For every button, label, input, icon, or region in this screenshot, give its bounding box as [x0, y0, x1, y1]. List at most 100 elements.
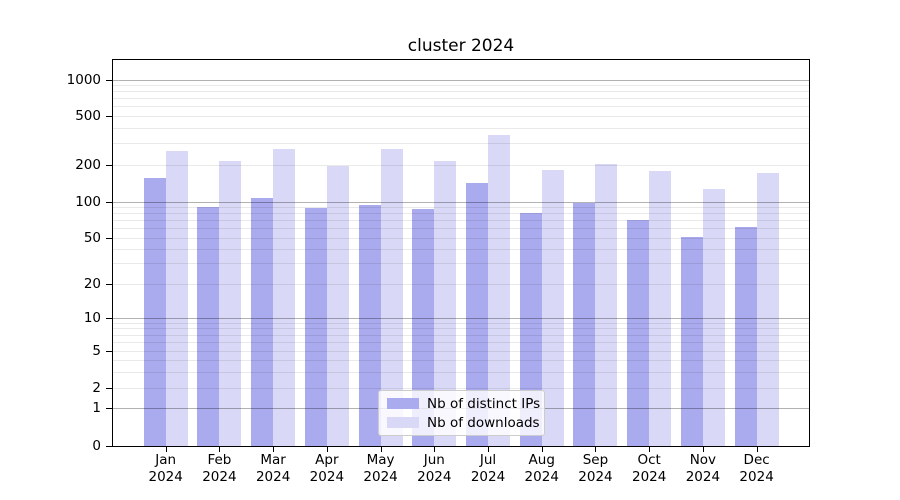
minor-gridline-50: [113, 238, 809, 239]
y-tick-10: [106, 317, 112, 319]
x-tick-jul: [488, 447, 490, 452]
bar-distinct-ips-oct: [627, 220, 650, 446]
x-tick-label-apr: Apr 2024: [309, 452, 345, 485]
bar-distinct-ips-jun: [412, 209, 435, 446]
minor-gridline-300: [113, 143, 809, 145]
bar-distinct-ips-mar: [251, 198, 274, 446]
x-tick-mar: [273, 447, 275, 452]
legend-row-distinct-ips: Nb of distinct IPs: [387, 396, 540, 412]
minor-gridline-70: [113, 220, 809, 222]
minor-gridline-900: [113, 85, 809, 87]
y-tick-500: [106, 116, 112, 117]
y-tick-label-100: 100: [75, 193, 101, 210]
y-tick-label-10: 10: [83, 309, 101, 326]
x-tick-label-dec: Dec 2024: [739, 452, 774, 485]
bar-downloads-aug: [541, 169, 564, 446]
major-gridline-1000: [113, 79, 809, 81]
bar-distinct-ips-jan: [143, 178, 166, 446]
minor-gridline-700: [113, 98, 809, 100]
legend-row-downloads: Nb of downloads: [387, 415, 540, 431]
y-tick-2: [106, 388, 112, 389]
bar-distinct-ips-nov: [680, 236, 703, 446]
bar-downloads-jan: [165, 150, 188, 446]
bar-downloads-jun: [434, 160, 457, 446]
x-tick-sep: [595, 447, 597, 452]
minor-gridline-500: [113, 116, 809, 117]
x-tick-label-aug: Aug 2024: [524, 452, 559, 485]
x-tick-jan: [165, 447, 167, 452]
x-tick-feb: [219, 447, 221, 452]
y-tick-1000: [106, 79, 112, 81]
y-tick-label-1: 1: [92, 400, 101, 416]
y-tick-label-200: 200: [75, 157, 101, 173]
bar-distinct-ips-jul: [466, 183, 489, 446]
minor-gridline-90: [113, 207, 809, 209]
bar-distinct-ips-apr: [304, 208, 327, 446]
y-tick-100: [106, 201, 112, 203]
minor-gridline-5: [113, 351, 809, 352]
x-tick-apr: [326, 447, 328, 452]
minor-gridline-600: [113, 106, 809, 108]
y-tick-label-50: 50: [83, 230, 101, 246]
x-tick-jun: [434, 447, 436, 452]
bar-downloads-may: [380, 149, 403, 446]
x-tick-label-sep: Sep 2024: [578, 452, 613, 485]
x-tick-label-may: May 2024: [363, 452, 398, 485]
x-tick-oct: [649, 447, 651, 452]
bar-downloads-apr: [326, 165, 349, 446]
minor-gridline-2: [113, 388, 809, 389]
y-tick-50: [106, 238, 112, 239]
x-tick-dec: [756, 447, 758, 452]
bar-downloads-nov: [702, 189, 725, 446]
bar-distinct-ips-feb: [197, 207, 220, 446]
x-tick-label-nov: Nov 2024: [685, 452, 721, 485]
minor-gridline-200: [113, 165, 809, 166]
bar-distinct-ips-aug: [519, 213, 542, 446]
major-gridline-10: [113, 317, 809, 319]
x-tick-label-oct: Oct 2024: [631, 452, 667, 485]
x-tick-aug: [541, 447, 543, 452]
bar-downloads-jul: [488, 135, 511, 446]
y-tick-label-0: 0: [92, 438, 101, 454]
bar-distinct-ips-dec: [734, 226, 757, 446]
x-tick-label-feb: Feb 2024: [202, 452, 237, 485]
y-tick-label-20: 20: [83, 275, 101, 292]
minor-gridline-40: [113, 249, 809, 251]
legend-swatch-downloads: [387, 417, 419, 428]
bar-downloads-dec: [756, 172, 779, 446]
x-tick-label-mar: Mar 2024: [255, 452, 291, 485]
y-tick-200: [106, 165, 112, 166]
minor-gridline-20: [113, 283, 809, 285]
y-tick-20: [106, 283, 112, 285]
bar-distinct-ips-may: [358, 205, 381, 446]
x-tick-label-jan: Jan 2024: [148, 452, 183, 485]
y-tick-5: [106, 351, 112, 352]
x-tick-label-jul: Jul 2024: [470, 452, 506, 485]
chart-title: cluster 2024: [407, 36, 515, 56]
x-tick-label-jun: Jun 2024: [417, 452, 452, 485]
bar-distinct-ips-sep: [573, 202, 596, 446]
bar-downloads-sep: [595, 163, 618, 446]
legend-label-downloads: Nb of downloads: [427, 414, 540, 431]
minor-gridline-80: [113, 213, 809, 215]
y-tick-label-2: 2: [92, 380, 101, 396]
bar-downloads-mar: [273, 149, 296, 446]
x-tick-may: [380, 447, 382, 452]
minor-gridline-400: [113, 127, 809, 129]
y-tick-label-1000: 1000: [66, 71, 101, 88]
y-tick-label-500: 500: [75, 108, 101, 124]
y-tick-1: [106, 408, 112, 409]
x-tick-nov: [702, 447, 704, 452]
minor-gridline-60: [113, 228, 809, 230]
minor-gridline-800: [113, 91, 809, 93]
bar-downloads-feb: [219, 160, 242, 446]
legend-swatch-distinct-ips: [387, 398, 419, 409]
minor-gridline-4: [113, 360, 809, 361]
y-tick-0: [106, 446, 112, 447]
minor-gridline-8: [113, 328, 809, 330]
y-tick-label-5: 5: [92, 343, 101, 359]
minor-gridline-7: [113, 334, 809, 336]
legend-label-distinct-ips: Nb of distinct IPs: [427, 395, 541, 412]
legend: Nb of distinct IPs Nb of downloads: [378, 390, 545, 436]
